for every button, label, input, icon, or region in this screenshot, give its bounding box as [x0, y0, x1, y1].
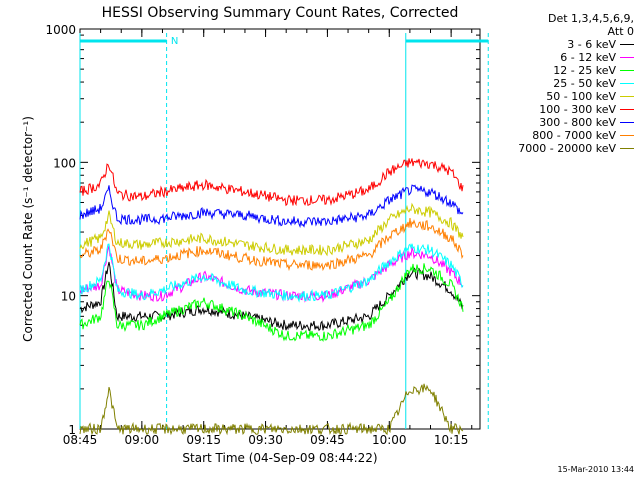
series-line-25-50-keV [79, 243, 464, 303]
legend-label: 300 - 800 keV [539, 116, 616, 129]
legend-swatch [620, 83, 634, 84]
series-line-800-7000-keV [79, 217, 464, 272]
chart-title: HESSI Observing Summary Count Rates, Cor… [102, 5, 459, 21]
legend-item: 100 - 300 keV [478, 103, 634, 116]
x-tick-label: 09:15 [186, 433, 221, 447]
legend-label: 3 - 6 keV [567, 38, 616, 51]
y-tick-label: 1000 [45, 23, 76, 37]
series-line-3-6-keV [79, 261, 464, 332]
legend-label: 7000 - 20000 keV [518, 142, 616, 155]
legend-swatch [620, 96, 634, 97]
legend-item: 50 - 100 keV [478, 90, 634, 103]
legend: Det 1,3,4,5,6,9, Att 0 3 - 6 keV 6 - 12 k… [478, 12, 634, 155]
plot-frame [79, 28, 481, 430]
legend-label: 100 - 300 keV [539, 103, 616, 116]
legend-swatch [620, 148, 634, 149]
legend-item: 300 - 800 keV [478, 116, 634, 129]
series-line-12-25-keV [79, 263, 464, 342]
x-tick-label: 09:00 [125, 433, 160, 447]
x-axis-label: Start Time (04-Sep-09 08:44:22) [182, 451, 377, 465]
legend-item: 800 - 7000 keV [478, 129, 634, 142]
legend-swatch [620, 70, 634, 71]
legend-swatch [620, 57, 634, 58]
y-axis-label: Corrected Count Rate (s⁻¹ detector⁻¹) [21, 116, 35, 342]
y-tick-label: 10 [61, 290, 76, 304]
x-tick-label: 08:45 [63, 433, 98, 447]
legend-header-1: Det 1,3,4,5,6,9, [547, 12, 634, 25]
legend-item: 12 - 25 keV [478, 64, 634, 77]
legend-swatch [620, 109, 634, 110]
legend-item: 25 - 50 keV [478, 77, 634, 90]
footer-date: 15-Mar-2010 13:44 [557, 465, 635, 474]
legend-swatch [620, 44, 634, 45]
series-line-50-100-keV [79, 202, 464, 257]
y-tick-label: 100 [53, 156, 76, 170]
legend-label: 6 - 12 keV [560, 51, 616, 64]
legend-swatch [620, 122, 634, 123]
legend-label: 800 - 7000 keV [532, 129, 616, 142]
y-tick-label: 1 [68, 423, 76, 437]
legend-label: 12 - 25 keV [553, 64, 616, 77]
x-tick-label: 09:45 [310, 433, 345, 447]
series-line-300-800-keV [79, 184, 464, 229]
night-marker-label: N [171, 36, 178, 47]
legend-header-2: Att 0 [607, 25, 634, 38]
legend-items: 3 - 6 keV 6 - 12 keV 12 - 25 keV 25 - 50 ke… [478, 38, 634, 155]
legend-item: 7000 - 20000 keV [478, 142, 634, 155]
series-line-7000-20000-keV [79, 383, 464, 436]
x-tick-label: 09:30 [248, 433, 283, 447]
x-tick-label: 10:00 [372, 433, 407, 447]
series-line-100-300-keV [79, 158, 464, 207]
legend-label: 50 - 100 keV [546, 90, 616, 103]
x-tick-label: 10:15 [434, 433, 469, 447]
legend-swatch [620, 135, 634, 136]
legend-item: 6 - 12 keV [478, 51, 634, 64]
legend-item: 3 - 6 keV [478, 38, 634, 51]
legend-label: 25 - 50 keV [553, 77, 616, 90]
